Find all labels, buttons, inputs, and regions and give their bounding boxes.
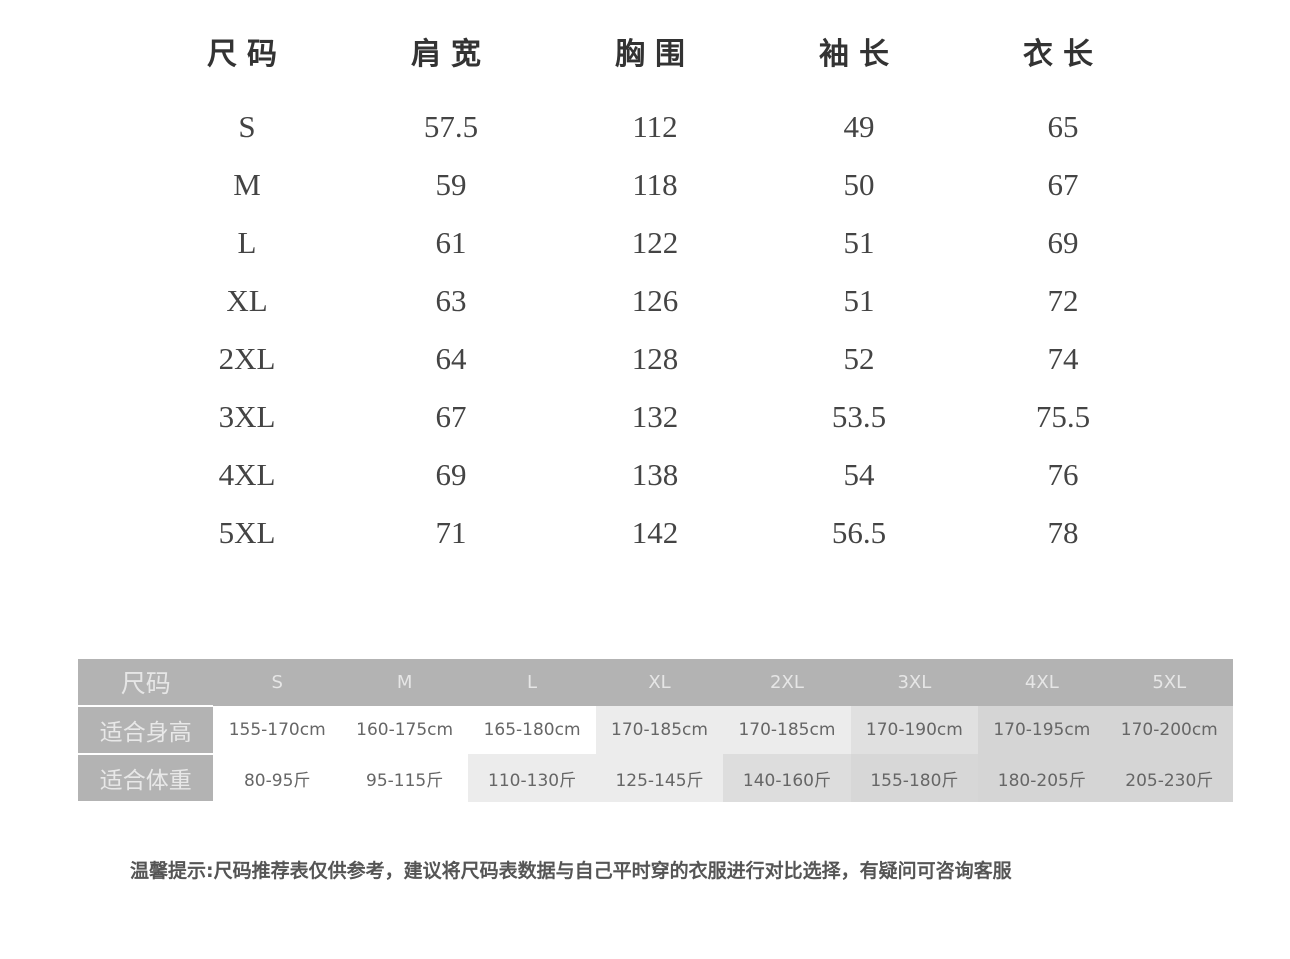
size-cell: XL xyxy=(595,659,724,706)
column-header: 衣长 xyxy=(1023,37,1103,72)
height-cell: 170-190cm xyxy=(850,706,979,754)
table-cell: 74 xyxy=(1047,341,1079,376)
size-cell: L xyxy=(468,659,596,706)
weight-cell: 205-230斤 xyxy=(1105,754,1233,802)
table-cell: 75.5 xyxy=(1035,399,1091,434)
table-cell: 63 xyxy=(435,283,467,318)
table-cell: 51 xyxy=(843,225,875,260)
weight-cell: 95-115斤 xyxy=(340,754,469,802)
table-cell: 61 xyxy=(435,225,467,260)
tip-note: 温馨提示:尺码推荐表仅供参考，建议将尺码表数据与自己平时穿的衣服进行对比选择，有… xyxy=(130,860,1012,882)
table-row: 2XL 64 128 52 74 xyxy=(145,330,1165,388)
weight-cell: 140-160斤 xyxy=(723,754,851,802)
measurement-body: S 57.5 112 49 65 M 59 118 50 67 L 61 122 51 69 XL 63 126 5… xyxy=(145,98,1165,562)
table-cell: 122 xyxy=(631,225,679,260)
table-cell: 4XL xyxy=(218,457,276,492)
weight-cell: 180-205斤 xyxy=(978,754,1106,802)
height-label: 适合身高 xyxy=(78,706,214,755)
table-cell: 56.5 xyxy=(831,515,887,550)
height-cell: 170-185cm xyxy=(595,706,724,754)
table-cell: 69 xyxy=(1047,225,1079,260)
height-cell: 155-170cm xyxy=(213,706,341,754)
table-row: L 61 122 51 69 xyxy=(145,214,1165,272)
table-cell: L xyxy=(237,225,257,260)
weight-cell: 80-95斤 xyxy=(213,754,341,802)
table-cell: 52 xyxy=(843,341,875,376)
weight-row: 适合体重 80-95斤 95-115斤 110-130斤 125-145斤 140-160… xyxy=(78,754,1233,803)
column-header: 肩宽 xyxy=(411,37,491,72)
table-cell: 49 xyxy=(843,109,875,144)
table-cell: 57.5 xyxy=(423,109,479,144)
table-cell: 54 xyxy=(843,457,875,492)
table-cell: S xyxy=(238,109,256,144)
size-cell: 2XL xyxy=(723,659,851,706)
height-cell: 165-180cm xyxy=(468,706,596,754)
table-cell: 138 xyxy=(631,457,679,492)
table-cell: 72 xyxy=(1047,283,1079,318)
table-row: 4XL 69 138 54 76 xyxy=(145,446,1165,504)
weight-cell: 125-145斤 xyxy=(595,754,724,802)
table-cell: 118 xyxy=(632,167,678,202)
size-label: 尺码 xyxy=(78,659,214,707)
table-row: 3XL 67 132 53.5 75.5 xyxy=(145,388,1165,446)
table-cell: 67 xyxy=(435,399,467,434)
column-header: 袖长 xyxy=(819,37,899,72)
table-cell: 142 xyxy=(631,515,679,550)
size-cell: M xyxy=(340,659,469,706)
table-row: XL 63 126 51 72 xyxy=(145,272,1165,330)
table-cell: 112 xyxy=(632,109,678,144)
height-row: 适合身高 155-170cm 160-175cm 165-180cm 170-185cm… xyxy=(78,706,1233,755)
table-cell: 78 xyxy=(1047,515,1079,550)
table-cell: 5XL xyxy=(218,515,276,550)
table-cell: XL xyxy=(226,283,268,318)
height-cell: 170-200cm xyxy=(1105,706,1233,754)
table-cell: 71 xyxy=(435,515,467,550)
size-cell: 4XL xyxy=(978,659,1106,706)
table-cell: 126 xyxy=(631,283,679,318)
table-cell: 3XL xyxy=(218,399,276,434)
column-header: 尺码 xyxy=(207,37,287,72)
recommendation-table: 尺码 S M L XL 2XL 3XL 4XL 5XL 适合身高 155-170cm 160-175… xyxy=(78,659,1233,803)
size-row: 尺码 S M L XL 2XL 3XL 4XL 5XL xyxy=(78,659,1233,707)
table-cell: 128 xyxy=(631,341,679,376)
size-cell: 3XL xyxy=(850,659,979,706)
table-cell: 132 xyxy=(631,399,679,434)
table-cell: 2XL xyxy=(218,341,276,376)
table-cell: M xyxy=(233,167,261,202)
weight-cell: 110-130斤 xyxy=(468,754,596,802)
measurement-header: 尺码 肩宽 胸围 袖长 衣长 xyxy=(145,22,1165,80)
table-cell: 64 xyxy=(435,341,467,376)
size-cell: 5XL xyxy=(1105,659,1233,706)
column-header: 胸围 xyxy=(615,37,695,72)
table-row: 5XL 71 142 56.5 78 xyxy=(145,504,1165,562)
height-cell: 170-185cm xyxy=(723,706,851,754)
table-cell: 67 xyxy=(1047,167,1079,202)
table-cell: 51 xyxy=(843,283,875,318)
table-cell: 69 xyxy=(435,457,467,492)
table-row: M 59 118 50 67 xyxy=(145,156,1165,214)
table-cell: 65 xyxy=(1047,109,1079,144)
table-cell: 53.5 xyxy=(831,399,887,434)
height-cell: 160-175cm xyxy=(340,706,469,754)
height-cell: 170-195cm xyxy=(978,706,1106,754)
table-cell: 59 xyxy=(435,167,467,202)
table-row: S 57.5 112 49 65 xyxy=(145,98,1165,156)
table-cell: 50 xyxy=(843,167,875,202)
table-cell: 76 xyxy=(1047,457,1079,492)
weight-label: 适合体重 xyxy=(78,754,214,803)
weight-cell: 155-180斤 xyxy=(850,754,979,802)
size-cell: S xyxy=(213,659,341,706)
